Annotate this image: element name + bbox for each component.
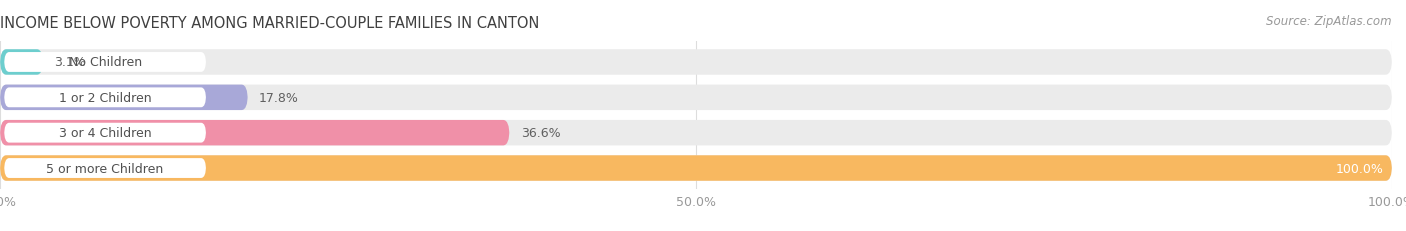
FancyBboxPatch shape bbox=[4, 123, 207, 143]
FancyBboxPatch shape bbox=[4, 53, 207, 73]
FancyBboxPatch shape bbox=[0, 156, 1392, 181]
FancyBboxPatch shape bbox=[0, 50, 1392, 75]
FancyBboxPatch shape bbox=[0, 85, 1392, 111]
FancyBboxPatch shape bbox=[0, 50, 44, 75]
FancyBboxPatch shape bbox=[0, 120, 509, 146]
Text: No Children: No Children bbox=[69, 56, 142, 69]
Text: 36.6%: 36.6% bbox=[520, 127, 560, 140]
FancyBboxPatch shape bbox=[4, 88, 207, 108]
Text: 5 or more Children: 5 or more Children bbox=[46, 162, 163, 175]
FancyBboxPatch shape bbox=[0, 120, 1392, 146]
Text: Source: ZipAtlas.com: Source: ZipAtlas.com bbox=[1267, 15, 1392, 28]
Text: 1 or 2 Children: 1 or 2 Children bbox=[59, 91, 152, 104]
FancyBboxPatch shape bbox=[4, 158, 207, 178]
Text: 100.0%: 100.0% bbox=[1336, 162, 1384, 175]
Text: 3 or 4 Children: 3 or 4 Children bbox=[59, 127, 152, 140]
FancyBboxPatch shape bbox=[0, 156, 1392, 181]
Text: INCOME BELOW POVERTY AMONG MARRIED-COUPLE FAMILIES IN CANTON: INCOME BELOW POVERTY AMONG MARRIED-COUPL… bbox=[0, 16, 540, 31]
Text: 3.1%: 3.1% bbox=[55, 56, 86, 69]
Text: 17.8%: 17.8% bbox=[259, 91, 299, 104]
FancyBboxPatch shape bbox=[0, 85, 247, 111]
